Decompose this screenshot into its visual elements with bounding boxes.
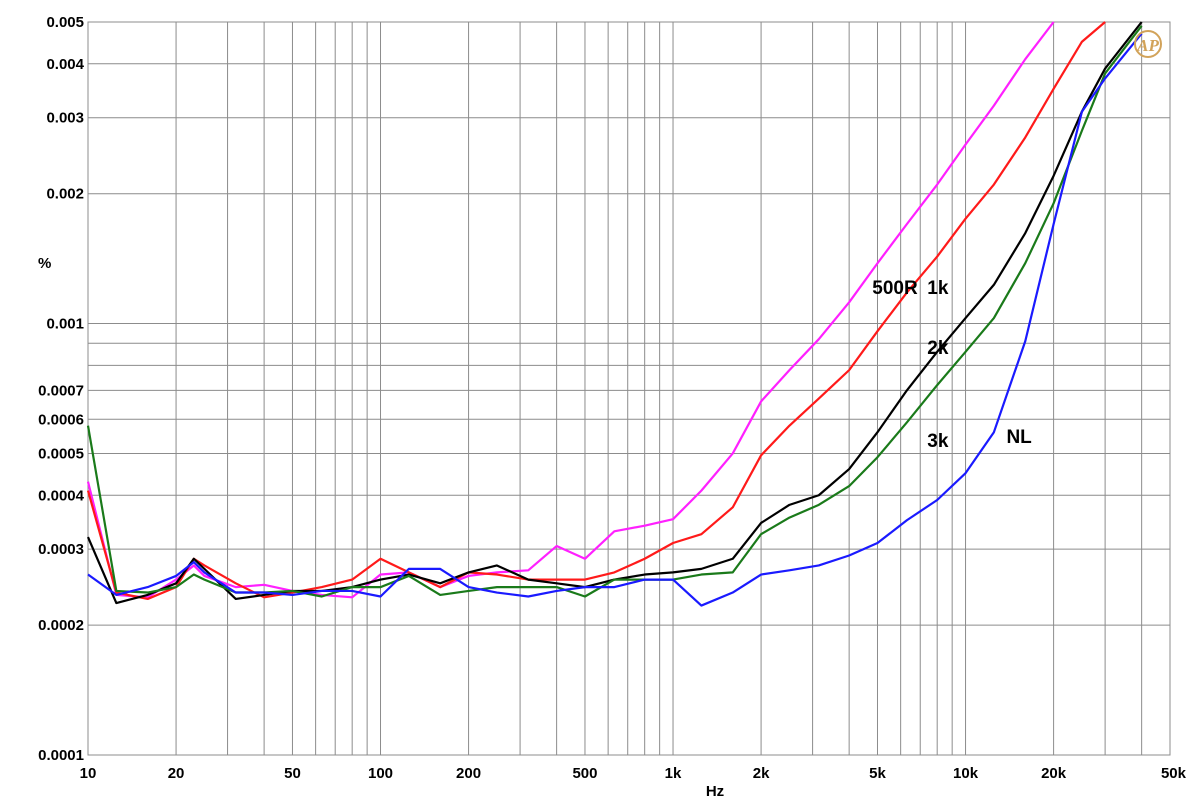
x-axis-label: Hz <box>706 783 724 800</box>
series-line-1k <box>86 21 1106 601</box>
svg-text:AP: AP <box>1136 36 1159 55</box>
series-line-2k <box>86 21 1143 605</box>
series-label-500r: 500R <box>872 278 918 299</box>
x-tick-label: 1k <box>665 765 682 782</box>
gridlines <box>88 22 1170 755</box>
y-tick-label: 0.0005 <box>38 445 84 462</box>
series-label-nl: NL <box>1006 427 1032 448</box>
plot-area-frame <box>87 21 1171 756</box>
series-line-3k <box>86 25 1143 598</box>
x-axis-tick-labels: 10 20 50 100 200 500 1k 2k 5k 10k 20k 50k <box>80 765 1187 782</box>
y-tick-label: 0.0001 <box>38 747 84 764</box>
y-tick-label: 0.003 <box>46 110 84 127</box>
x-tick-label: 500 <box>572 765 597 782</box>
series-lines <box>86 21 1143 607</box>
y-tick-label: 0.0006 <box>38 411 84 428</box>
x-tick-label: 50k <box>1161 765 1187 782</box>
x-tick-label: 50 <box>284 765 301 782</box>
x-tick-label: 20k <box>1041 765 1067 782</box>
series-labels: 500R 1k 2k 3k NL <box>872 278 1032 452</box>
y-axis-tick-labels: 0.005 0.004 0.003 0.002 0.001 0.0007 0.0006 0.0… <box>38 14 85 764</box>
series-label-1k: 1k <box>927 278 949 299</box>
x-tick-label: 100 <box>368 765 393 782</box>
y-axis-label: % <box>38 255 51 272</box>
ap-logo: AP <box>1134 30 1162 58</box>
series-line-500r <box>86 21 1055 599</box>
y-tick-label: 0.0002 <box>38 617 84 634</box>
y-tick-label: 0.005 <box>46 14 84 31</box>
y-tick-label: 0.0003 <box>38 541 84 558</box>
x-tick-label: 10 <box>80 765 97 782</box>
y-tick-label: 0.001 <box>46 316 84 333</box>
series-label-2k: 2k <box>927 338 949 359</box>
series-line-nl <box>87 32 1143 607</box>
y-tick-label: 0.0004 <box>38 487 85 504</box>
x-tick-label: 5k <box>869 765 886 782</box>
x-tick-label: 10k <box>953 765 979 782</box>
y-tick-label: 0.002 <box>46 186 84 203</box>
x-tick-label: 200 <box>456 765 481 782</box>
y-tick-label: 0.004 <box>46 56 84 73</box>
y-tick-label: 0.0007 <box>38 382 84 399</box>
x-tick-label: 20 <box>168 765 185 782</box>
series-label-3k: 3k <box>927 431 949 452</box>
x-tick-label: 2k <box>753 765 770 782</box>
